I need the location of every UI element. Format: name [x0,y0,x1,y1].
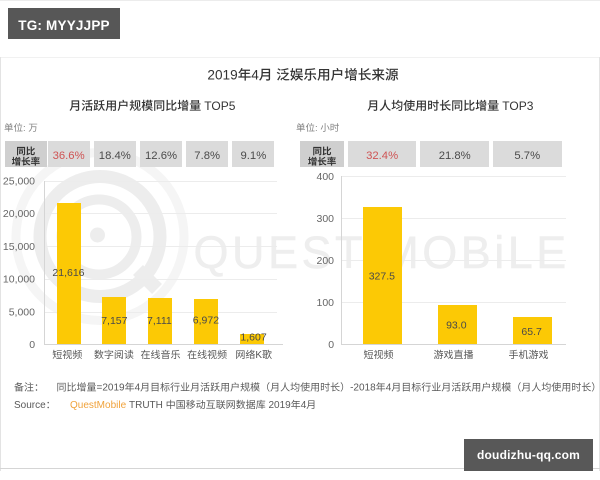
svg-text:5.7%: 5.7% [514,150,540,162]
svg-text:6,972: 6,972 [193,314,219,326]
svg-text::: : [315,123,320,134]
svg-text:=2019: =2019 [97,383,126,394]
svg-text:7.8%: 7.8% [194,150,220,162]
svg-text:TOP5: TOP5 [201,99,236,113]
svg-text:5,000: 5,000 [9,306,35,318]
svg-text:K: K [255,350,262,361]
svg-text:TOP3: TOP3 [499,99,534,113]
svg-text:65.7: 65.7 [521,326,542,338]
svg-text::: : [23,123,28,134]
svg-text:QuestMobile: QuestMobile [70,400,127,411]
svg-text:7,111: 7,111 [147,315,172,327]
svg-text:4: 4 [251,68,259,83]
svg-text:0: 0 [328,339,334,351]
svg-text:Source: Source [14,400,46,411]
svg-text:TRUTH: TRUTH [129,400,166,411]
svg-text:36.6%: 36.6% [53,150,85,162]
svg-text:93.0: 93.0 [446,320,467,332]
svg-text:2019: 2019 [266,400,291,411]
svg-text:4: 4 [135,383,141,394]
svg-text:15,000: 15,000 [3,241,35,253]
svg-text:7,157: 7,157 [101,315,127,327]
svg-text:32.4%: 32.4% [366,150,398,162]
svg-text:300: 300 [317,213,335,225]
svg-text:21.8%: 21.8% [439,150,471,162]
svg-text:20,000: 20,000 [3,208,35,220]
svg-text:18.4%: 18.4% [99,150,131,162]
svg-text:0: 0 [29,339,35,351]
svg-text:100: 100 [317,297,335,309]
svg-text:12.6%: 12.6% [145,150,177,162]
svg-text:9.1%: 9.1% [241,150,267,162]
svg-text:1,607: 1,607 [240,331,266,343]
svg-text:25,000: 25,000 [3,175,35,187]
svg-text:-2018: -2018 [350,383,376,394]
svg-text:4: 4 [386,383,392,394]
svg-text:10,000: 10,000 [3,274,35,286]
svg-text:4: 4 [301,400,307,411]
svg-text:327.5: 327.5 [369,270,395,282]
svg-text:2019: 2019 [207,68,237,83]
svg-text:200: 200 [317,255,335,267]
svg-text:21,616: 21,616 [52,267,84,279]
svg-text:400: 400 [317,171,335,183]
